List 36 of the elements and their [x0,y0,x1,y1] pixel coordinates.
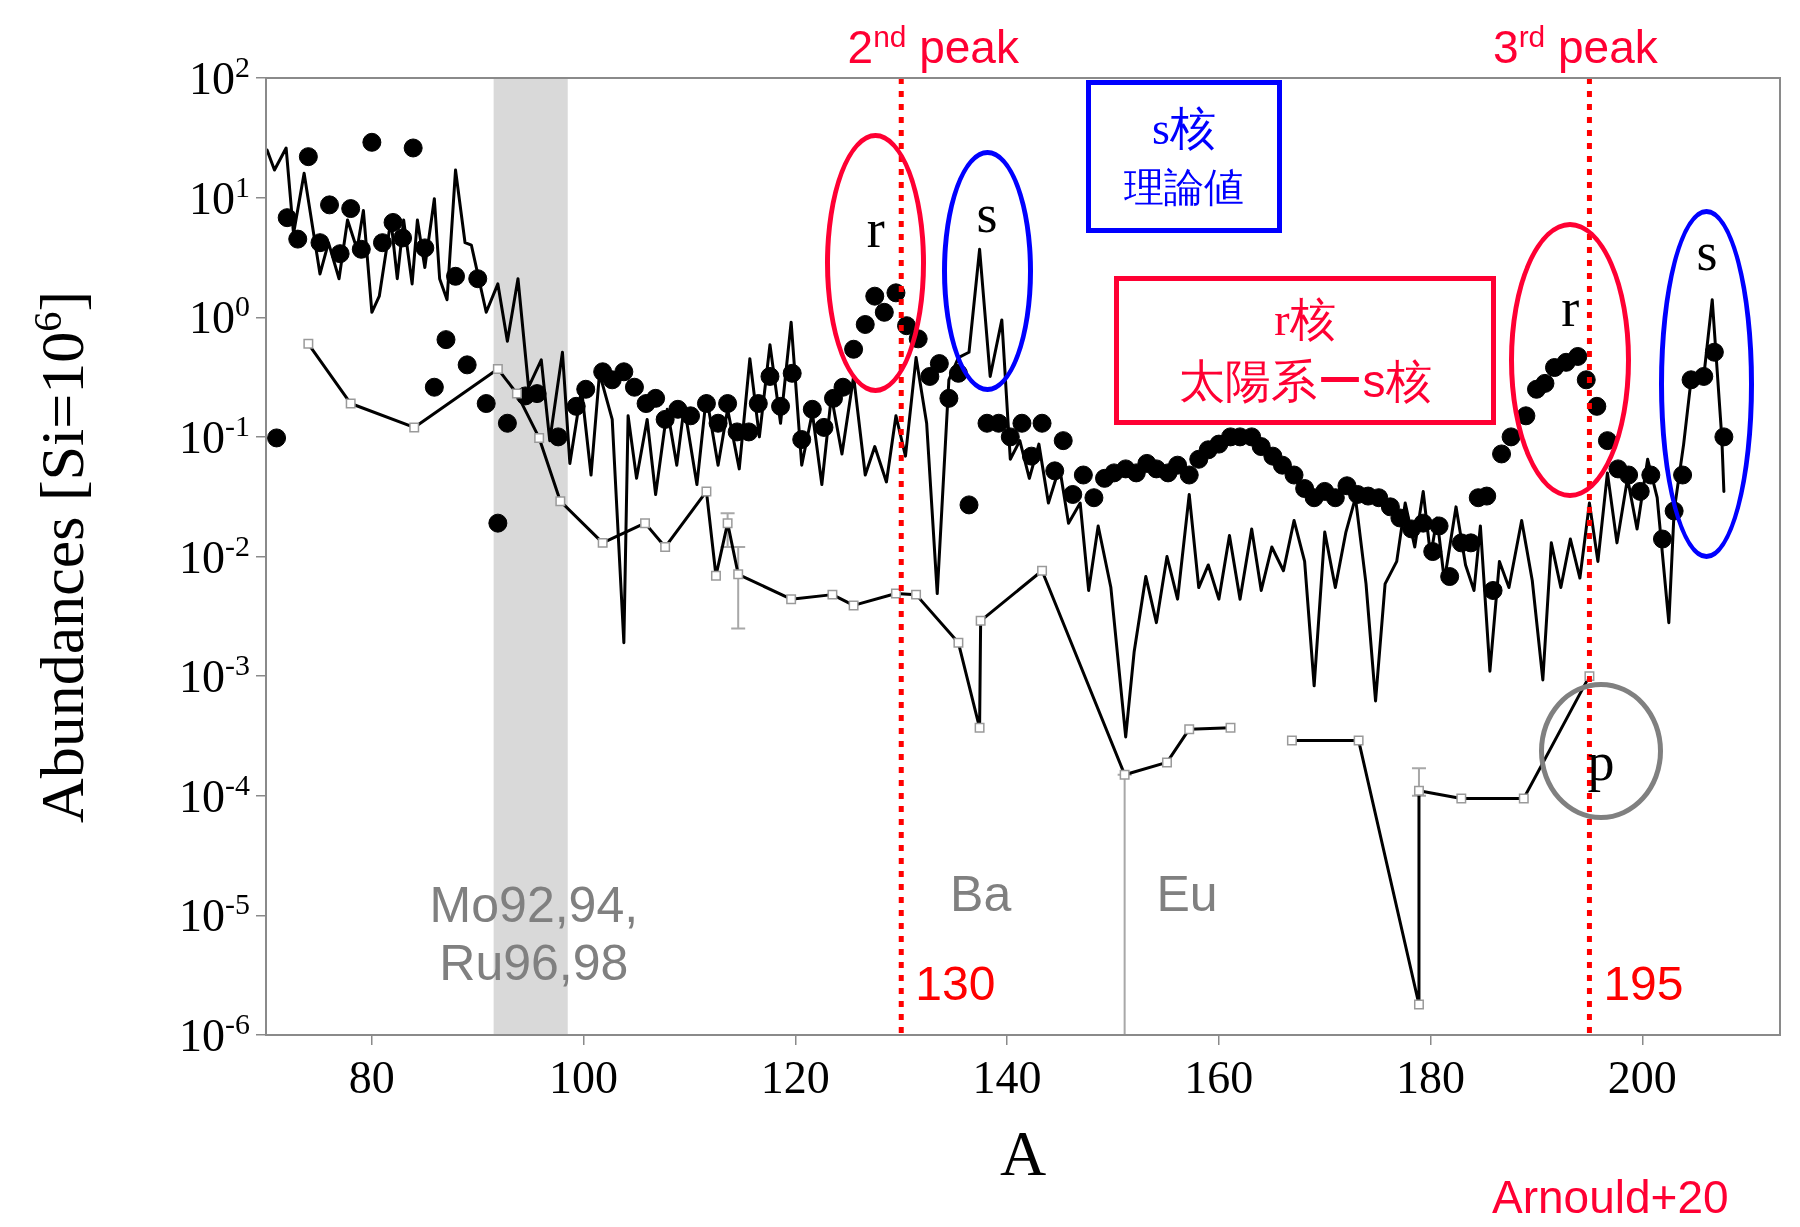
ref-line-label: 130 [915,955,996,1011]
text: 3$^{rd}$ peak [1493,19,1658,74]
annotation: s [1696,221,1718,284]
y-tick-label: 10$^{2}$ [189,50,250,105]
y-tick-label: 10$^{-2}$ [179,528,250,583]
text: Arnould+20 [1492,1170,1729,1224]
annotation: Mo92,94, Ru96,98 [429,875,639,992]
annotation: r核 [1274,292,1336,347]
annotation: r [866,197,885,260]
x-tick-label: 120 [760,1051,830,1103]
x-tick-label: 100 [549,1051,619,1103]
x-tick-label: 140 [972,1051,1042,1103]
y-tick-label: 10$^{-5}$ [179,887,250,942]
annotation: s [976,182,998,245]
y-tick-label: 10$^{-4}$ [179,767,250,823]
y-tick-label: 10$^{-3}$ [179,648,250,703]
annotation: Ba [950,865,1012,924]
annotation: 太陽系ーs核 [1178,353,1432,409]
x-tick-label: 80 [348,1051,395,1103]
y-tick-label: 10$^{1}$ [189,169,250,225]
annotation: r [1561,276,1580,339]
annotation: p [1587,731,1615,794]
x-tick-label: 200 [1607,1051,1677,1103]
annotation: Eu [1156,865,1218,924]
x-axis-title: A [999,1118,1047,1190]
annotation: 理論値 [1124,164,1244,211]
x-tick-label: 160 [1184,1051,1254,1103]
ref-line-label: 195 [1603,955,1684,1011]
text: 2$^{nd}$ peak [847,19,1019,74]
annotation: s核 [1152,102,1216,156]
y-tick-label: 10$^{-6}$ [179,1007,250,1062]
x-tick-label: 180 [1396,1051,1466,1103]
label-frame: s核 理論値 [1086,80,1282,233]
label-frame: r核 太陽系ーs核 [1114,276,1496,425]
y-tick-label: 10$^{-1}$ [179,409,250,464]
y-tick-label: 10$^{0}$ [189,289,250,344]
